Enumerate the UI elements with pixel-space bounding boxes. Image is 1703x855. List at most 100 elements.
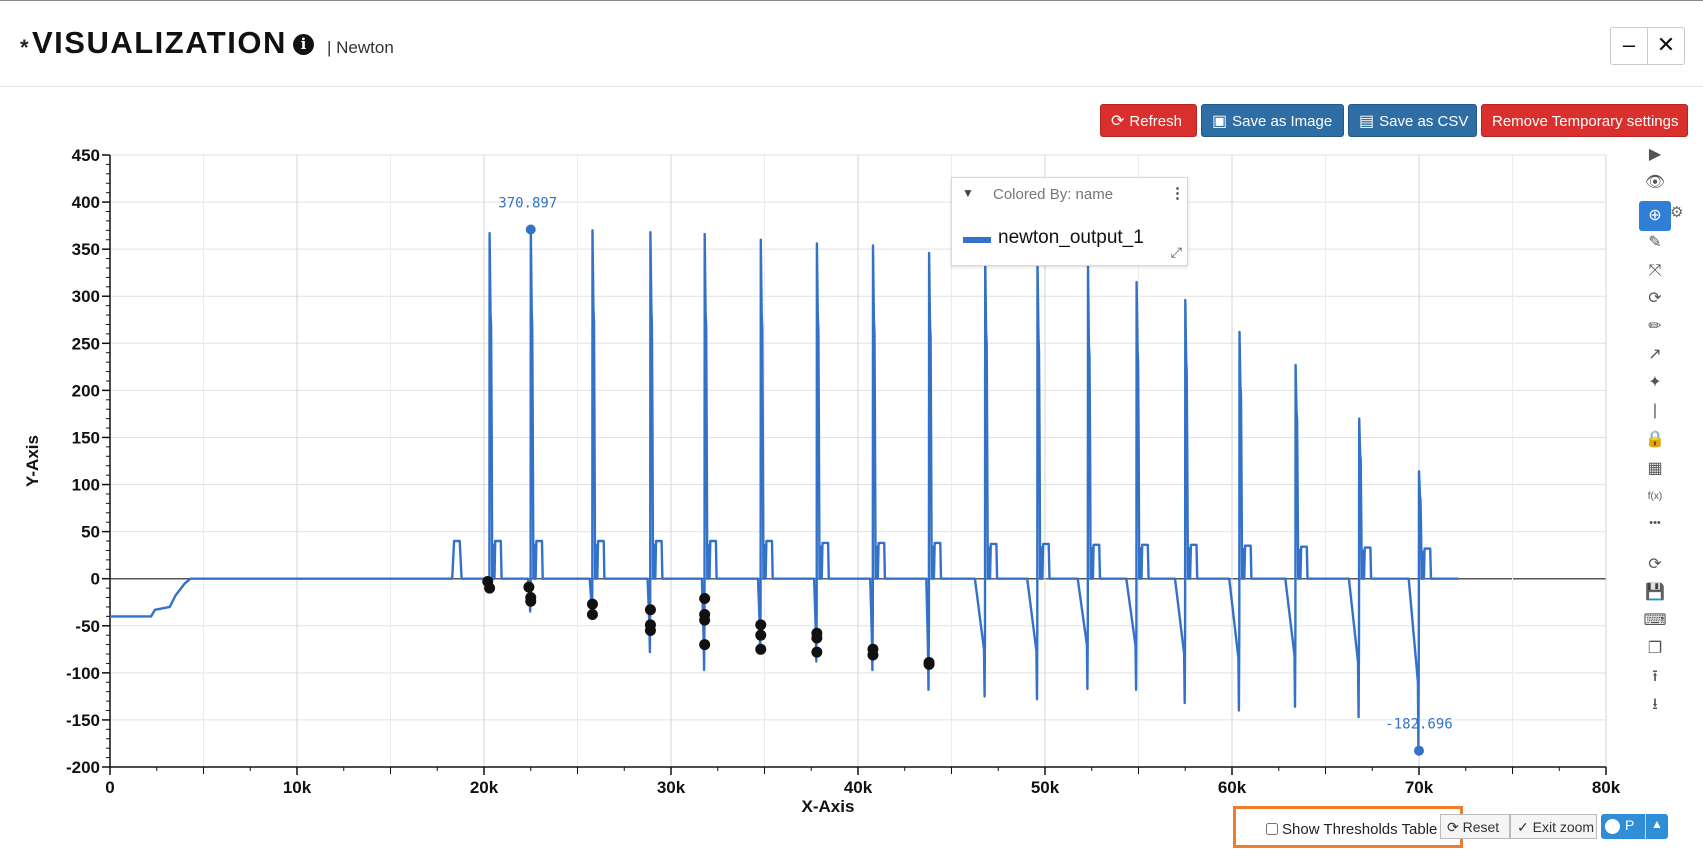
download-icon[interactable]: ⭳ bbox=[1652, 696, 1658, 713]
event-marker bbox=[811, 646, 823, 658]
toggle-divider bbox=[1645, 814, 1646, 839]
function-icon[interactable]: f(x) bbox=[1647, 491, 1663, 502]
x-tick-label: 60k bbox=[1218, 778, 1247, 797]
line-chart[interactable]: -200 -150 -100 -50 0 50 100 150 200 250 300 350 400 4… bbox=[0, 140, 1640, 840]
save-as-image-label: Save as Image bbox=[1232, 113, 1333, 130]
refresh-icon: ⟳ bbox=[1111, 113, 1125, 130]
event-marker bbox=[523, 581, 535, 593]
legend-series-name[interactable]: newton_output_1 bbox=[998, 227, 1144, 248]
y-tick-label: 150 bbox=[72, 428, 100, 447]
csv-file-icon: ▤ bbox=[1359, 113, 1375, 130]
expand-icon[interactable]: ⤧ bbox=[1648, 262, 1662, 279]
zoom-in-icon[interactable]: ⊕ bbox=[1639, 201, 1671, 231]
exit-zoom-button[interactable]: ✓ Exit zoom bbox=[1510, 814, 1597, 839]
page-title: VISUALIZATION bbox=[32, 25, 287, 60]
close-button[interactable]: ✕ bbox=[1647, 27, 1685, 65]
save-as-csv-label: Save as CSV bbox=[1379, 113, 1469, 130]
y-tick-label: -50 bbox=[75, 617, 100, 636]
save-as-csv-button[interactable]: ▤ Save as CSV bbox=[1348, 104, 1477, 137]
x-tick-label: 10k bbox=[283, 778, 312, 797]
toggle-label: P bbox=[1625, 817, 1635, 833]
event-marker bbox=[699, 592, 711, 604]
check-icon: ✓ bbox=[1517, 819, 1529, 835]
image-icon: ▣ bbox=[1212, 113, 1228, 130]
event-marker bbox=[484, 582, 496, 594]
event-marker bbox=[923, 658, 935, 670]
min-value-label: -182.696 bbox=[1385, 717, 1452, 733]
info-icon[interactable]: i bbox=[293, 34, 314, 55]
reset-label: Reset bbox=[1462, 819, 1500, 835]
event-marker bbox=[644, 624, 656, 636]
max-value-label: 370.897 bbox=[498, 195, 557, 211]
x-tick-label: 20k bbox=[470, 778, 499, 797]
sync-icon[interactable]: ⟳ bbox=[1648, 290, 1662, 307]
line-icon[interactable]: | bbox=[1652, 402, 1658, 419]
event-marker bbox=[699, 614, 711, 626]
y-tick-label: 350 bbox=[72, 240, 100, 259]
reset-button[interactable]: ⟳ Reset bbox=[1440, 814, 1510, 839]
refresh-button[interactable]: ⟳ Refresh bbox=[1100, 104, 1197, 137]
caret-up-icon[interactable]: ▲ bbox=[1651, 817, 1663, 831]
upload-icon[interactable]: ⭱ bbox=[1652, 668, 1658, 685]
pencil-icon[interactable]: ✏ bbox=[1648, 318, 1662, 335]
event-marker bbox=[755, 643, 767, 655]
collapse-caret-icon[interactable]: ▼ bbox=[962, 186, 974, 200]
max-point-marker bbox=[525, 224, 536, 235]
show-thresholds-label: Show Thresholds Table bbox=[1282, 821, 1438, 838]
y-tick-label: 300 bbox=[72, 287, 100, 306]
x-tick-label: 30k bbox=[657, 778, 686, 797]
unsaved-marker: * bbox=[20, 35, 29, 60]
y-tick-label: 450 bbox=[72, 146, 100, 165]
x-tick-label: 80k bbox=[1592, 778, 1621, 797]
save-as-image-button[interactable]: ▣ Save as Image bbox=[1201, 104, 1344, 137]
zoom-settings-gear-icon[interactable]: ⚙ bbox=[1670, 204, 1684, 221]
event-marker bbox=[644, 604, 656, 616]
event-marker bbox=[755, 619, 767, 631]
y-tick-label: 400 bbox=[72, 193, 100, 212]
arrow-icon[interactable]: ↗ bbox=[1648, 346, 1662, 363]
save-icon[interactable]: 💾 bbox=[1645, 584, 1665, 601]
chart-legend[interactable]: ▼ Colored By: name ⋮ newton_output_1 ⤡ bbox=[951, 177, 1188, 266]
reset-icon: ⟳ bbox=[1447, 819, 1459, 835]
p-toggle-switch[interactable]: P ▲ bbox=[1601, 814, 1668, 839]
legend-menu-icon[interactable]: ⋮ bbox=[1170, 185, 1185, 202]
y-tick-label: -150 bbox=[66, 711, 100, 730]
eye-icon[interactable]: 👁 bbox=[1644, 174, 1666, 191]
series-line-newton-output-1 bbox=[110, 228, 1459, 752]
x-tick-label: 40k bbox=[844, 778, 873, 797]
resize-handle-icon[interactable]: ⤡ bbox=[1169, 246, 1186, 259]
play-icon[interactable]: ▶ bbox=[1648, 146, 1662, 163]
y-tick-label: 0 bbox=[91, 570, 100, 589]
page-subtitle: | Newton bbox=[327, 38, 394, 57]
keyboard-icon[interactable]: ⌨ bbox=[1643, 612, 1667, 629]
minimize-button[interactable]: – bbox=[1610, 27, 1648, 65]
remove-temporary-settings-label: Remove Temporary settings bbox=[1492, 113, 1679, 130]
window-top-border bbox=[0, 0, 1703, 1]
more-icon[interactable]: ••• bbox=[1649, 517, 1661, 529]
x-axis-label: X-Axis bbox=[802, 797, 855, 816]
remove-temporary-settings-button[interactable]: Remove Temporary settings bbox=[1481, 104, 1688, 137]
panel-header: * VISUALIZATION i | Newton – ✕ bbox=[0, 1, 1703, 87]
min-point-marker bbox=[1414, 745, 1424, 756]
y-tick-label: 50 bbox=[81, 523, 100, 542]
event-marker bbox=[867, 649, 879, 661]
legend-swatch bbox=[963, 237, 991, 243]
brush-icon[interactable]: ✎ bbox=[1648, 234, 1662, 251]
show-thresholds-checkbox[interactable] bbox=[1266, 823, 1278, 835]
y-tick-label: 250 bbox=[72, 334, 100, 353]
magic-icon[interactable]: ✦ bbox=[1648, 374, 1662, 391]
show-thresholds-toggle[interactable]: Show Thresholds Table bbox=[1266, 821, 1437, 838]
lock-icon[interactable]: 🔒 bbox=[1645, 431, 1665, 448]
event-marker bbox=[811, 632, 823, 644]
table-icon[interactable]: ▦ bbox=[1647, 460, 1663, 477]
x-tick-label: 0 bbox=[105, 778, 114, 797]
refresh-icon[interactable]: ⟳ bbox=[1648, 556, 1662, 573]
copy-icon[interactable]: ❐ bbox=[1647, 640, 1663, 657]
event-marker bbox=[525, 595, 537, 607]
y-tick-label: -100 bbox=[66, 664, 100, 683]
refresh-button-label: Refresh bbox=[1129, 113, 1182, 130]
event-marker bbox=[586, 598, 598, 610]
event-marker bbox=[586, 608, 598, 620]
x-tick-label: 70k bbox=[1405, 778, 1434, 797]
exit-zoom-label: Exit zoom bbox=[1532, 819, 1595, 835]
